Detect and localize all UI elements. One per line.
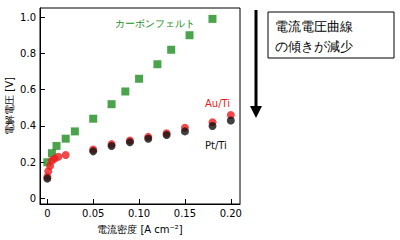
svg-text:電解電圧 [V]: 電解電圧 [V]	[4, 77, 15, 135]
svg-text:0.05: 0.05	[82, 208, 104, 219]
svg-text:1.0: 1.0	[20, 12, 36, 23]
svg-text:Pt/Ti: Pt/Ti	[205, 140, 227, 151]
svg-text:0.15: 0.15	[174, 208, 196, 219]
svg-text:0: 0	[44, 208, 50, 219]
svg-text:0.20: 0.20	[220, 208, 242, 219]
svg-text:0: 0	[30, 193, 36, 204]
svg-text:0.2: 0.2	[20, 157, 36, 168]
svg-text:0.10: 0.10	[128, 208, 150, 219]
svg-text:電流密度 [A cm⁻²]: 電流密度 [A cm⁻²]	[97, 224, 183, 235]
svg-text:の傾きが減少: の傾きが減少	[275, 39, 353, 54]
svg-text:Au/Ti: Au/Ti	[205, 98, 230, 109]
svg-text:カーボンフェルト: カーボンフェルト	[115, 18, 195, 29]
svg-text:0.4: 0.4	[20, 120, 36, 131]
svg-text:0.8: 0.8	[20, 48, 36, 59]
svg-text:電流電圧曲線: 電流電圧曲線	[275, 19, 353, 34]
svg-text:0.6: 0.6	[20, 84, 36, 95]
